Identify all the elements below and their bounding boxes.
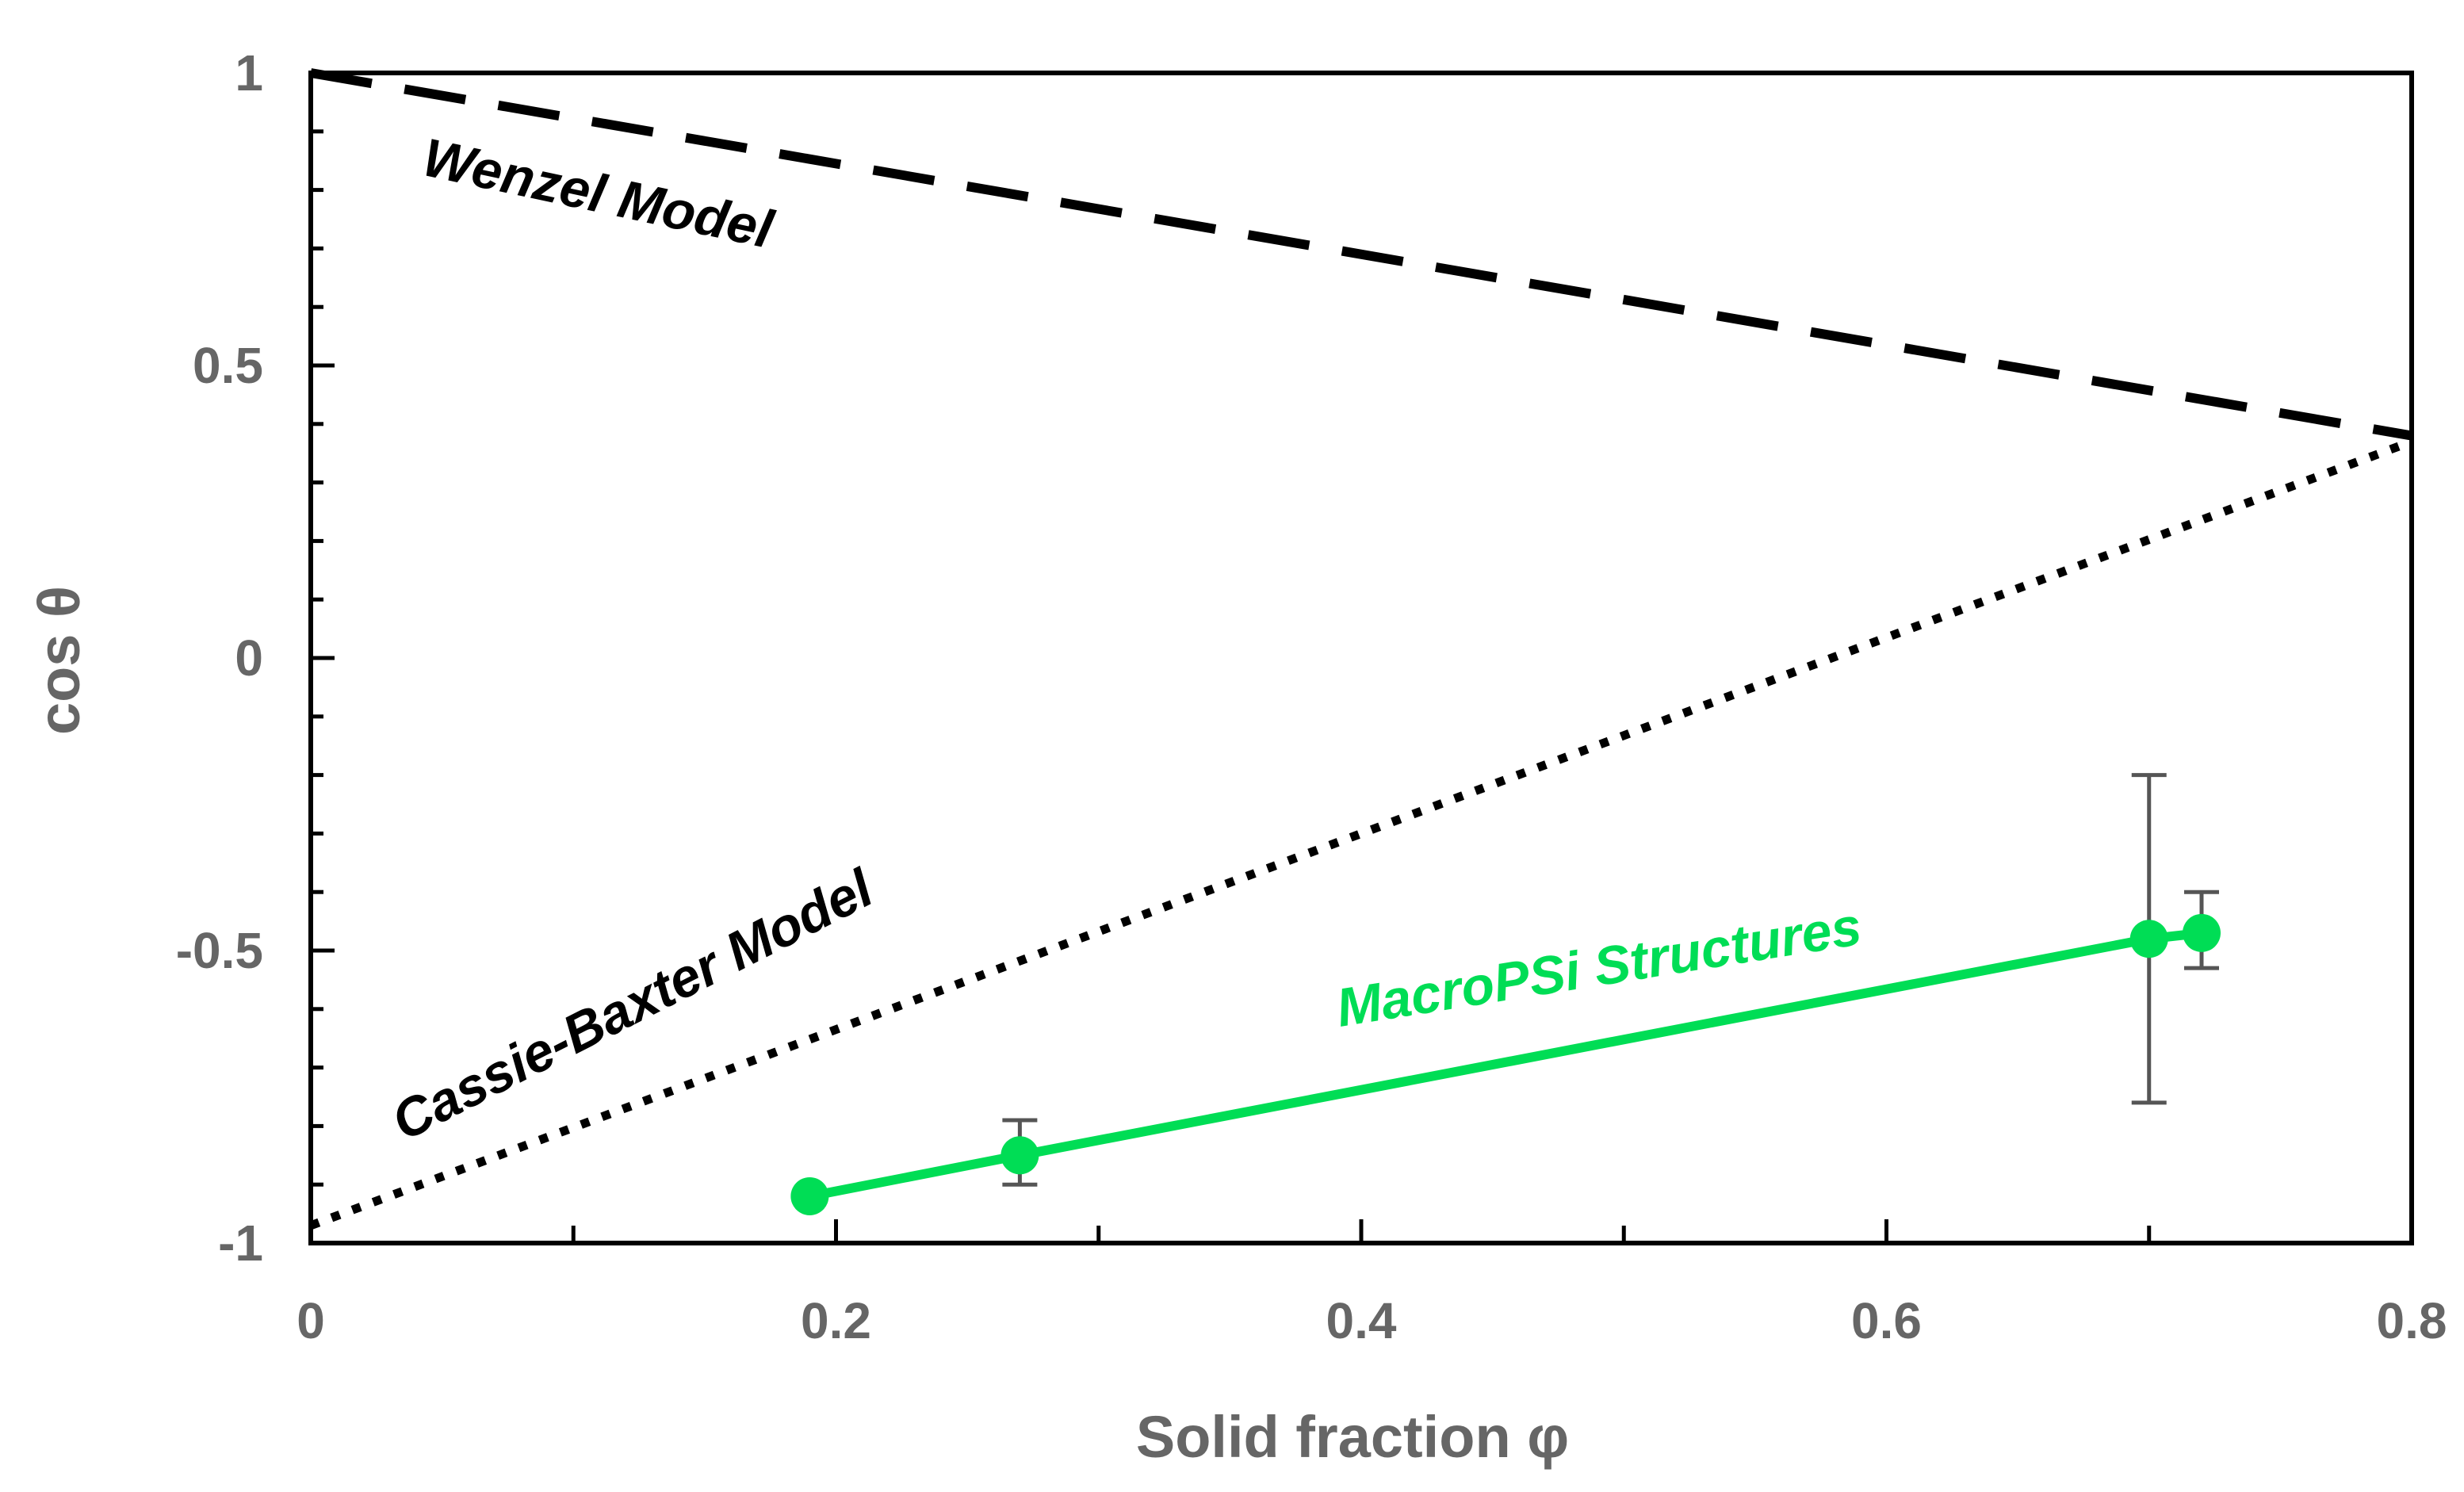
- x-tick-label: 0.8: [2377, 1292, 2447, 1349]
- y-tick-label: 1: [235, 44, 263, 101]
- series-line-wenzel-model: [309, 68, 2413, 441]
- data-point: [790, 1176, 829, 1215]
- data-point: [1001, 1136, 1039, 1175]
- annotation-macropsi-structures: MacroPSi Structures: [1332, 896, 1865, 1039]
- x-tick-label: 0.2: [801, 1292, 871, 1349]
- x-tick-label: 0.4: [1326, 1292, 1397, 1349]
- plot-frame: [308, 71, 2414, 1245]
- data-point: [2183, 913, 2221, 952]
- y-tick-label: 0: [235, 629, 263, 687]
- y-tick-label: 0.5: [193, 337, 263, 394]
- series-line-macropsi-structures: [809, 928, 2202, 1201]
- x-tick-label: 0.6: [1851, 1292, 1922, 1349]
- y-tick-label: -0.5: [176, 922, 263, 979]
- series-line-cassie-baxter-model: [309, 437, 2413, 1230]
- y-axis-title: cos θ: [26, 586, 92, 735]
- x-axis-title: Solid fraction φ: [1136, 1404, 1569, 1470]
- annotation-cassie-baxter-model: Cassie-Baxter Model: [382, 857, 883, 1152]
- chart-marks: [309, 68, 2413, 1230]
- y-tick-label: -1: [218, 1215, 263, 1272]
- axis-ticks: 0 0.2 0.4 0.6 0.8 1 0.5 0 -0.5 -1: [176, 44, 2447, 1349]
- x-tick-label: 0: [297, 1292, 325, 1349]
- data-point: [2129, 920, 2168, 958]
